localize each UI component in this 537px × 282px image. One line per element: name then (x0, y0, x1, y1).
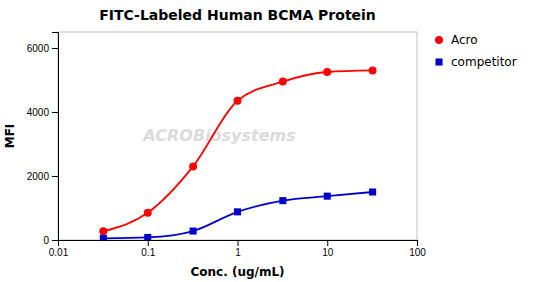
legend-item: Acro (435, 33, 478, 47)
legend-item: competitor (435, 55, 516, 69)
data-point (234, 97, 242, 105)
legend-symbol (435, 36, 443, 44)
x-tick: 1 (235, 240, 241, 258)
x-tick-mark (148, 240, 149, 246)
y-tick: 2000 (27, 171, 58, 182)
y-tick-label: 2000 (27, 171, 50, 182)
data-marks (99, 66, 376, 240)
x-tick-label: 10 (322, 247, 334, 258)
y-axis-title: MFI (3, 124, 17, 149)
data-point (279, 197, 286, 204)
data-point (99, 227, 107, 235)
x-tick-mark (238, 240, 239, 246)
x-tick-mark (327, 240, 328, 246)
x-tick: 10 (322, 240, 334, 258)
data-point (279, 78, 287, 86)
y-tick-label: 0 (43, 235, 49, 246)
y-axis: 0 2000 4000 6000 (27, 33, 59, 246)
data-point (144, 234, 151, 240)
y-tick: 0 (43, 235, 58, 246)
x-axis: 0.01 0.1 1 10 100 (49, 240, 427, 258)
legend-symbol (435, 58, 442, 65)
data-point (323, 68, 331, 76)
x-tick: 100 (409, 240, 426, 258)
y-tick-label: 6000 (27, 43, 50, 54)
data-point (324, 193, 331, 200)
legend-label: competitor (451, 55, 517, 69)
y-tick-mark (52, 112, 58, 113)
legend: Acro competitor (435, 33, 517, 69)
x-tick-label: 100 (409, 247, 426, 258)
data-point (369, 188, 376, 195)
y-tick-mark (52, 240, 58, 241)
plot: 0.01 0.1 1 10 100 0 2000 4000 6000 ACROBiosystems (27, 32, 427, 258)
y-tick: 4000 (27, 107, 58, 118)
watermark: ACROBiosystems (141, 126, 295, 145)
y-tick: 6000 (27, 43, 58, 54)
y-tick-mark (52, 48, 58, 49)
series-line (103, 70, 372, 231)
data-point (189, 162, 197, 170)
x-tick-mark (417, 240, 418, 246)
x-tick-label: 0.1 (141, 247, 155, 258)
data-point (369, 66, 377, 74)
x-axis-title: Conc. (ug/mL) (190, 265, 284, 279)
series-line (103, 192, 372, 238)
y-axis-line (52, 33, 59, 241)
data-point (100, 235, 107, 240)
x-tick-label: 0.01 (49, 247, 69, 258)
y-tick-label: 4000 (27, 107, 50, 118)
chart: 0.01 0.1 1 10 100 0 2000 4000 6000 ACROBiosystems… (0, 0, 537, 282)
plot-frame (58, 32, 417, 240)
title: FITC-Labeled Human BCMA Protein (99, 7, 376, 23)
data-point (234, 208, 241, 215)
data-point (144, 209, 152, 217)
data-point (190, 228, 197, 235)
x-axis-line (59, 241, 418, 247)
x-tick: 0.1 (141, 240, 155, 258)
y-tick-mark (52, 176, 58, 177)
x-tick: 0.01 (49, 240, 69, 258)
legend-label: Acro (451, 33, 478, 47)
x-tick-label: 1 (235, 247, 241, 258)
